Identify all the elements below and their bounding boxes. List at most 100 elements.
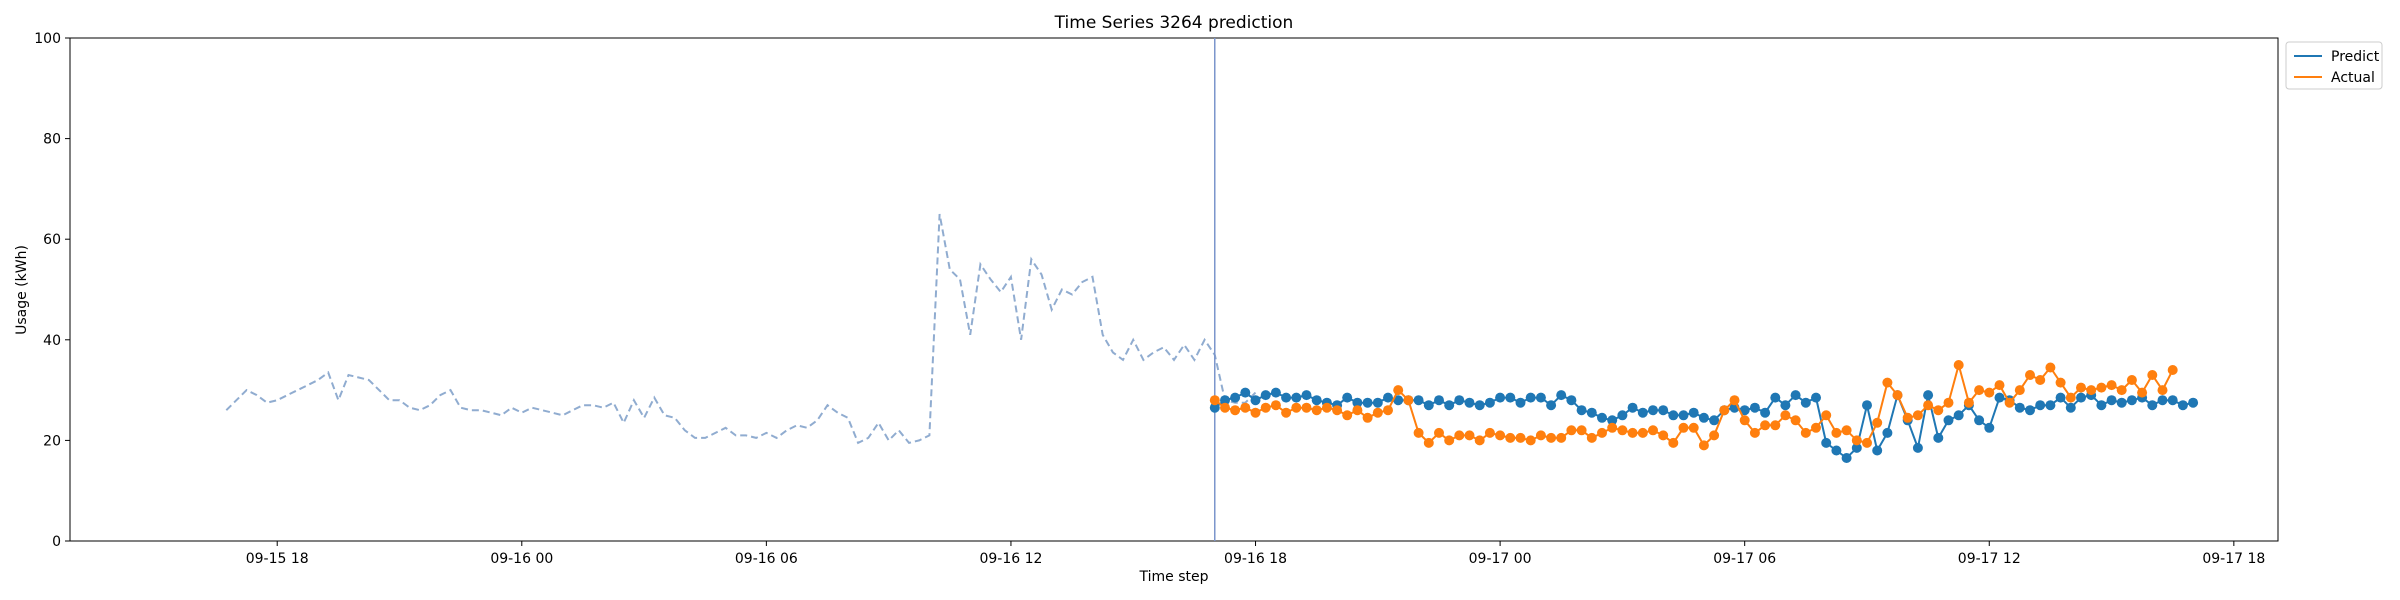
data-point-predict [1474, 400, 1485, 411]
data-point-actual [1535, 430, 1546, 441]
data-point-predict [2188, 397, 2199, 408]
data-point-actual [1902, 412, 1913, 423]
data-point-actual [1209, 395, 1220, 406]
data-point-predict [1444, 400, 1455, 411]
data-point-actual [1393, 385, 1404, 396]
data-point-predict [1260, 390, 1271, 401]
data-point-predict [1862, 400, 1872, 411]
data-point-predict [1821, 437, 1832, 448]
data-point-actual [1505, 432, 1516, 443]
data-point-predict [2167, 395, 2178, 406]
data-point-predict [2035, 400, 2046, 411]
data-point-actual [2035, 375, 2046, 385]
data-point-predict [1362, 397, 1373, 408]
data-point-actual [1291, 402, 1302, 413]
data-point-predict [1301, 390, 1312, 401]
data-point-predict [1546, 400, 1557, 411]
data-point-predict [1291, 392, 1302, 403]
data-point-predict [1372, 397, 1383, 408]
x-tick-label: 09-15 18 [246, 551, 309, 567]
data-point-predict [1994, 392, 2005, 403]
data-point-predict [1413, 395, 1424, 406]
data-point-predict [1943, 415, 1954, 426]
data-point-predict [1220, 395, 1230, 406]
data-point-actual [2025, 370, 2035, 380]
data-point-predict [1739, 405, 1750, 416]
data-point-actual [2065, 392, 2076, 403]
data-point-actual [1963, 397, 1974, 408]
data-point-predict [1311, 395, 1322, 406]
data-point-predict [1556, 390, 1567, 401]
data-point-actual [1658, 430, 1669, 441]
data-point-actual [2126, 375, 2137, 385]
y-tick-label: 60 [43, 232, 61, 248]
data-point-actual [1760, 420, 1771, 431]
data-point-predict [1434, 395, 1444, 406]
data-point-actual [1270, 400, 1281, 411]
data-point-predict [2076, 392, 2086, 403]
y-tick-label: 40 [43, 333, 61, 349]
data-point-predict [1393, 395, 1404, 406]
data-point-actual [2086, 385, 2097, 396]
data-point-predict [1464, 397, 1475, 408]
data-point-predict [1627, 402, 1638, 413]
x-tick-label: 09-17 18 [2202, 551, 2265, 567]
history-line [225, 213, 1257, 445]
data-point-predict [1760, 407, 1771, 418]
data-point-predict [1607, 415, 1618, 426]
data-point-actual [1698, 440, 1709, 451]
data-point-predict [1780, 400, 1791, 411]
data-point-actual [1974, 385, 1985, 396]
data-point-predict [1831, 445, 1842, 456]
data-point-actual [1576, 425, 1587, 436]
data-point-predict [2157, 395, 2168, 406]
data-point-predict [1688, 407, 1699, 418]
data-point-actual [1933, 405, 1944, 416]
data-point-actual [2096, 382, 2107, 393]
data-point-predict [1800, 397, 1811, 408]
data-point-actual [2004, 397, 2015, 408]
data-point-actual [2157, 385, 2168, 396]
data-point-actual [1943, 397, 1954, 408]
data-point-actual [1260, 402, 1271, 413]
legend-label-actual: Actual [2331, 70, 2375, 86]
data-point-actual [2076, 382, 2086, 393]
data-point-actual [1332, 405, 1343, 416]
data-point-predict [1484, 397, 1495, 408]
data-point-actual [2014, 385, 2025, 396]
data-point-predict [2014, 402, 2025, 413]
data-point-predict [1495, 392, 1506, 403]
data-point-actual [2116, 385, 2127, 396]
data-point-predict [1383, 392, 1393, 403]
y-tick-label: 80 [43, 132, 61, 148]
data-point-predict [1933, 432, 1944, 443]
x-tick-label: 09-16 06 [735, 551, 798, 567]
data-point-actual [1770, 420, 1781, 431]
data-point-predict [2055, 392, 2066, 403]
data-point-actual [1831, 427, 1842, 438]
data-point-actual [1301, 402, 1312, 413]
y-axis-label: Usage (kWh) [14, 245, 30, 335]
data-point-actual [1688, 422, 1699, 433]
x-axis: 09-15 18 09-16 00 09-16 06 09-16 12 09-16 18… [246, 541, 2265, 567]
data-point-actual [1444, 435, 1455, 446]
data-point-actual [1729, 395, 1740, 406]
data-point-predict [1209, 402, 1220, 413]
data-point-predict [1872, 445, 1883, 456]
data-point-predict [1841, 453, 1852, 463]
data-point-actual [1851, 435, 1862, 446]
legend: Predict Actual [2285, 41, 2383, 90]
data-point-actual [2055, 377, 2066, 388]
data-point-actual [1821, 410, 1832, 421]
y-axis: 0 20 40 60 80 100 [34, 31, 70, 550]
data-point-actual [2147, 370, 2158, 380]
data-point-predict [1240, 387, 1251, 398]
data-point-actual [1474, 435, 1485, 446]
data-point-actual [1739, 415, 1750, 426]
data-point-actual [1352, 405, 1363, 416]
chart-title: Time Series 3264 prediction [1054, 13, 1294, 33]
data-point-predict [1974, 415, 1985, 426]
y-tick-label: 100 [34, 31, 61, 47]
data-point-actual [1281, 407, 1292, 418]
data-point-actual [1719, 405, 1730, 416]
